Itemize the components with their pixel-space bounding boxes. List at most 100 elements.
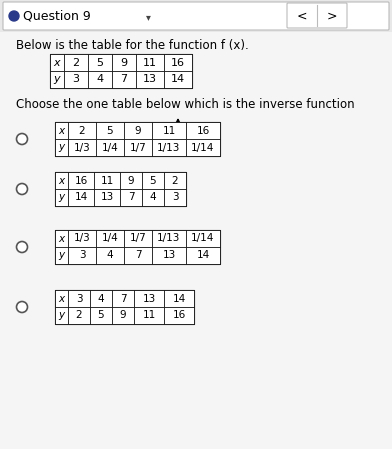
Bar [186,230,220,247]
Text: 9: 9 [135,126,141,136]
Bar [134,307,164,324]
Bar [152,230,186,247]
Bar [50,71,64,88]
Bar [55,189,68,206]
Bar [88,54,112,71]
Text: y: y [58,251,65,260]
Bar [64,54,88,71]
Bar [164,54,192,71]
Text: 5: 5 [107,126,113,136]
Circle shape [16,133,27,145]
Text: 13: 13 [162,251,176,260]
Text: 1/7: 1/7 [130,233,146,243]
Bar [136,71,164,88]
Circle shape [16,301,27,313]
Bar [55,307,68,324]
Bar [186,122,220,139]
Text: x: x [54,57,60,67]
Bar [152,122,186,139]
Text: 1/4: 1/4 [102,233,118,243]
Bar [152,139,186,156]
Bar [186,247,220,264]
Text: y: y [58,311,65,321]
Text: 16: 16 [172,311,186,321]
Bar [124,247,152,264]
FancyBboxPatch shape [287,3,347,28]
FancyBboxPatch shape [3,2,389,30]
Text: 16: 16 [171,57,185,67]
Bar [164,307,194,324]
Bar [96,230,124,247]
Text: 5: 5 [96,57,103,67]
Text: 7: 7 [120,75,127,84]
Text: 7: 7 [135,251,141,260]
Text: 1/3: 1/3 [74,233,91,243]
Text: 2: 2 [73,57,80,67]
Text: 7: 7 [120,294,126,304]
Bar [68,122,96,139]
Text: 16: 16 [74,176,88,185]
Text: 14: 14 [171,75,185,84]
Bar [68,189,94,206]
Bar [120,172,142,189]
Text: 2: 2 [76,311,82,321]
Bar [50,54,192,88]
Bar [68,139,96,156]
Bar [55,290,68,307]
Text: 14: 14 [74,193,88,202]
Bar [0,0,392,32]
Bar [55,247,68,264]
Text: 3: 3 [172,193,178,202]
Bar [186,139,220,156]
Bar [68,230,96,247]
Text: 3: 3 [79,251,85,260]
Bar [88,71,112,88]
Bar [96,247,124,264]
Bar [68,172,94,189]
Text: 9: 9 [128,176,134,185]
Bar [112,290,134,307]
Bar [55,290,194,324]
Text: x: x [58,233,65,243]
Text: 1/3: 1/3 [74,142,91,153]
Bar [90,290,112,307]
Text: <: < [297,9,307,22]
Text: 13: 13 [143,75,157,84]
Bar [112,307,134,324]
Text: 16: 16 [196,126,210,136]
Text: 1/14: 1/14 [191,142,215,153]
Bar [64,71,88,88]
Text: 5: 5 [150,176,156,185]
Text: 11: 11 [142,311,156,321]
Bar [112,71,136,88]
Text: 11: 11 [162,126,176,136]
Text: 14: 14 [172,294,186,304]
Bar [164,71,192,88]
Text: 4: 4 [96,75,103,84]
Text: 2: 2 [79,126,85,136]
Bar [55,122,68,139]
Text: 1/4: 1/4 [102,142,118,153]
Text: 4: 4 [107,251,113,260]
Text: 4: 4 [150,193,156,202]
Bar [55,230,220,264]
Text: 3: 3 [76,294,82,304]
Text: >: > [327,9,337,22]
Text: 1/13: 1/13 [157,142,181,153]
Bar [68,247,96,264]
Text: 4: 4 [98,294,104,304]
Text: 13: 13 [142,294,156,304]
Text: Choose the one table below which is the inverse function: Choose the one table below which is the … [16,97,355,110]
Bar [55,172,68,189]
Text: 9: 9 [120,57,127,67]
Bar [124,122,152,139]
Bar [55,230,68,247]
Text: 13: 13 [100,193,114,202]
Text: 5: 5 [98,311,104,321]
Text: 11: 11 [143,57,157,67]
Text: Question 9: Question 9 [23,9,91,22]
Bar [142,189,164,206]
Text: 2: 2 [172,176,178,185]
Bar [142,172,164,189]
Text: 9: 9 [120,311,126,321]
